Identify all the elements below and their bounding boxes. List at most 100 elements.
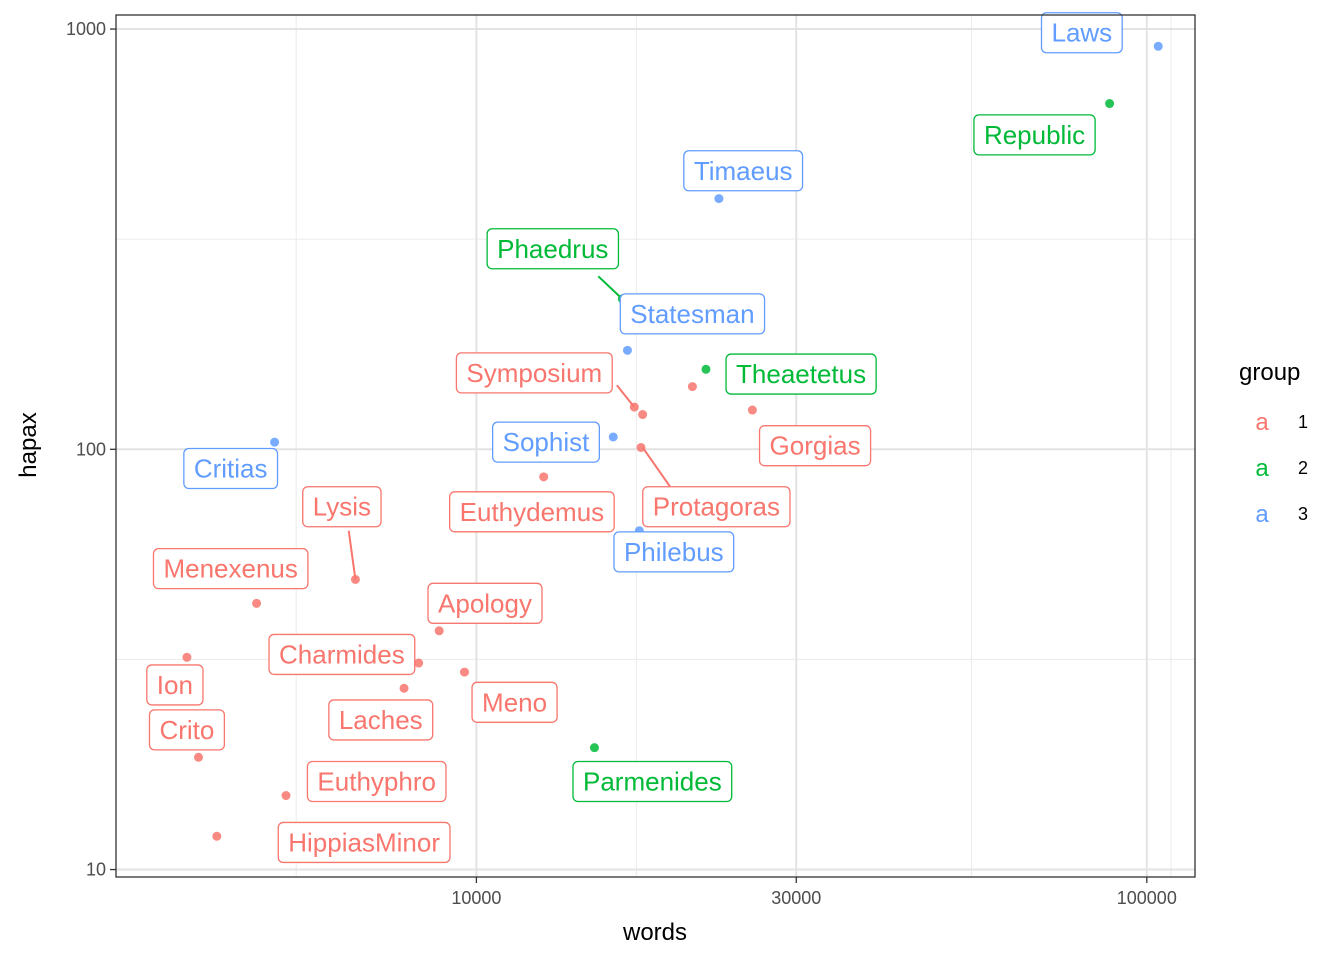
label-text: Menexenus xyxy=(163,554,297,584)
label-box xyxy=(683,150,804,192)
label-hippiasminor: HippiasMinor xyxy=(277,821,451,864)
point-timaeus xyxy=(714,194,724,204)
point-labels: Laws Republic Timaeus Phaedrus Statesman Thea… xyxy=(146,12,1123,864)
label-box xyxy=(328,699,434,741)
label-laws: Laws xyxy=(1040,12,1123,54)
label-laches: Laches xyxy=(328,699,434,741)
label-box xyxy=(302,486,382,528)
point-laws xyxy=(1153,41,1163,51)
point-critias xyxy=(270,437,280,447)
label-text: Laches xyxy=(339,705,423,735)
label-text: Laws xyxy=(1051,18,1112,48)
label-text: HippiasMinor xyxy=(288,827,440,857)
point-charmides xyxy=(414,658,424,668)
point-laches xyxy=(399,683,409,693)
point-theaetetus xyxy=(687,382,697,392)
label-apology: Apology xyxy=(427,582,543,624)
label-text: Statesman xyxy=(630,299,754,329)
label-box xyxy=(613,531,735,573)
label-text: Lysis xyxy=(313,492,371,522)
point-republic xyxy=(1105,99,1115,109)
label-meno: Meno xyxy=(471,681,558,723)
point-euthydemus xyxy=(539,472,549,482)
y-tick-label: 10 xyxy=(86,860,106,880)
label-text: Gorgias xyxy=(770,431,861,461)
label-connector xyxy=(641,446,672,489)
legend-key-1: a xyxy=(1255,409,1269,436)
label-box xyxy=(758,425,872,467)
label-text: Ion xyxy=(157,670,193,700)
axes: 10000 30000 100000 10 100 1000 xyxy=(66,19,1177,908)
label-box xyxy=(455,352,613,394)
legend-label-1: 1 xyxy=(1298,412,1308,432)
x-axis-title: words xyxy=(622,919,687,946)
label-ion: Ion xyxy=(146,664,204,706)
point-symposium xyxy=(629,402,639,412)
label-box xyxy=(268,633,416,676)
label-text: Meno xyxy=(482,687,547,717)
legend: group a 1 a 2 a 3 xyxy=(1239,359,1308,528)
x-tick-label: 100000 xyxy=(1117,888,1177,908)
label-text: Protagoras xyxy=(653,492,780,522)
label-menexenus: Menexenus xyxy=(152,547,309,590)
legend-key-3: a xyxy=(1255,501,1269,528)
label-text: Apology xyxy=(438,588,532,618)
label-sophist: Sophist xyxy=(491,421,601,463)
label-timaeus: Timaeus xyxy=(683,150,804,192)
label-box xyxy=(148,709,226,751)
point-parmenides xyxy=(589,743,599,753)
label-connectors xyxy=(347,275,672,580)
label-connector xyxy=(347,530,357,580)
point-hippiasminor xyxy=(212,831,222,841)
label-symposium: Symposium xyxy=(455,352,613,394)
point-protagoras xyxy=(636,442,646,452)
label-box xyxy=(306,760,447,803)
point-meno xyxy=(460,667,470,677)
label-box xyxy=(448,491,615,533)
label-philebus: Philebus xyxy=(613,531,735,573)
label-euthyphro: Euthyphro xyxy=(306,760,447,803)
label-box xyxy=(572,760,733,803)
label-text: Critias xyxy=(194,454,268,484)
legend-label-3: 3 xyxy=(1298,504,1308,524)
label-euthydemus: Euthydemus xyxy=(448,491,615,533)
data-points xyxy=(182,41,1163,841)
y-axis-title: hapax xyxy=(15,412,42,477)
label-crito: Crito xyxy=(148,709,226,751)
point-theaetetus xyxy=(701,364,711,374)
label-protagoras: Protagoras xyxy=(642,486,791,528)
legend-key-2: a xyxy=(1255,455,1269,482)
x-tick-label: 30000 xyxy=(771,888,821,908)
label-box xyxy=(973,114,1096,156)
x-tick-label: 10000 xyxy=(451,888,501,908)
label-text: Charmides xyxy=(279,639,405,669)
point-lysis xyxy=(350,574,360,584)
point-protagoras xyxy=(638,410,648,420)
y-tick-label: 100 xyxy=(76,439,106,459)
label-phaedrus: Phaedrus xyxy=(486,228,620,270)
point-menexenus xyxy=(252,598,262,608)
point-apology xyxy=(434,626,444,636)
label-republic: Republic xyxy=(973,114,1096,156)
panel-border xyxy=(115,14,1196,878)
label-box xyxy=(486,228,620,270)
label-text: Sophist xyxy=(503,427,590,457)
label-text: Republic xyxy=(984,120,1085,150)
label-box xyxy=(471,681,558,723)
label-text: Symposium xyxy=(466,358,602,388)
label-gorgias: Gorgias xyxy=(758,425,872,467)
label-text: Phaedrus xyxy=(497,234,608,264)
label-charmides: Charmides xyxy=(268,633,416,676)
point-crito xyxy=(194,752,204,762)
label-connector xyxy=(616,384,636,408)
label-statesman: Statesman xyxy=(619,293,766,335)
label-box xyxy=(427,582,543,624)
label-text: Parmenides xyxy=(583,767,722,797)
label-text: Theaetetus xyxy=(736,359,866,389)
legend-label-2: 2 xyxy=(1298,458,1308,478)
point-gorgias xyxy=(747,405,757,415)
point-statesman xyxy=(622,345,632,355)
label-text: Crito xyxy=(159,715,214,745)
label-box xyxy=(619,293,766,335)
point-ion xyxy=(182,652,192,662)
